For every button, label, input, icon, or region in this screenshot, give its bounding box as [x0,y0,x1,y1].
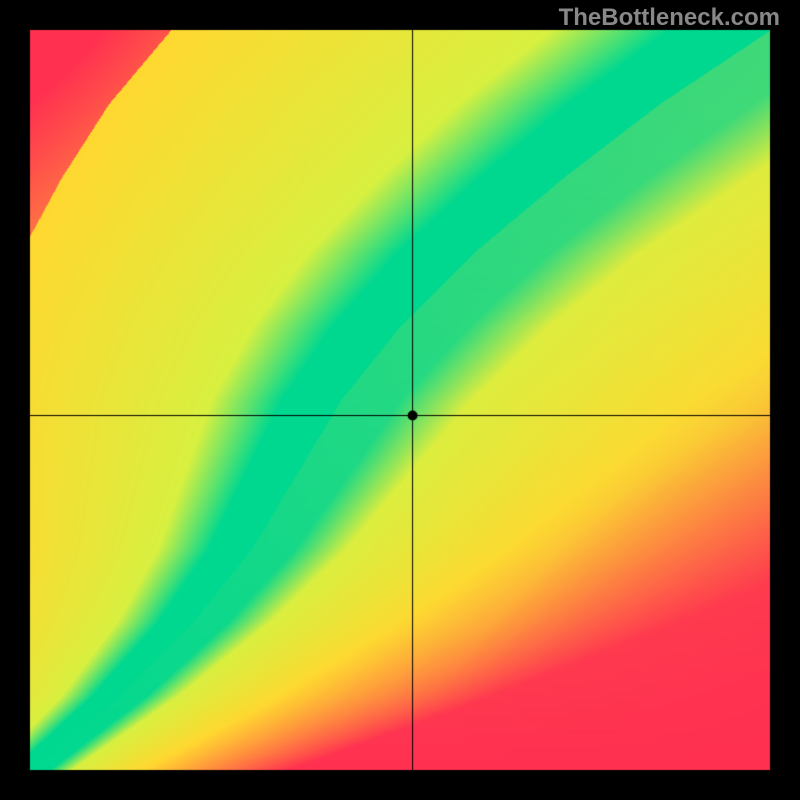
bottleneck-heatmap [0,0,800,800]
watermark-text: TheBottleneck.com [559,4,780,32]
chart-container: TheBottleneck.com [0,0,800,800]
